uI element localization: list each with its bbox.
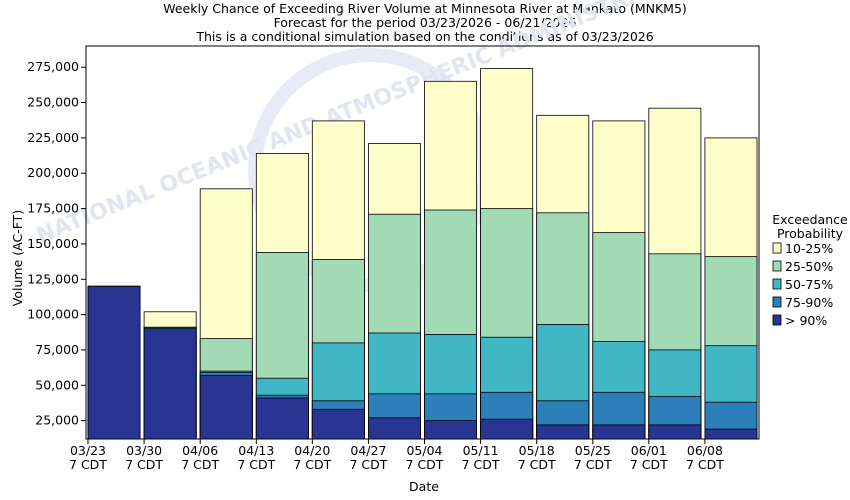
y-tick-label: 200,000 — [27, 165, 79, 180]
x-tick-label-time: 7 CDT — [630, 457, 668, 472]
x-tick-label-date: 05/18 — [519, 443, 555, 458]
bar-segment-90-8 — [480, 418, 534, 440]
legend-swatch — [772, 242, 782, 254]
plot-area — [85, 45, 760, 440]
y-axis-label: Volume (AC-FT) — [10, 210, 25, 306]
legend-title-line-2: Probability — [777, 226, 844, 241]
x-tick-label-date: 04/20 — [294, 443, 330, 458]
bar-segment-90-4 — [255, 397, 309, 440]
y-tick-label: 250,000 — [27, 95, 79, 110]
x-axis-label: Date — [409, 479, 439, 494]
y-tick-label: 175,000 — [27, 201, 79, 216]
bars-layer — [87, 68, 758, 440]
y-tick-label: 150,000 — [27, 236, 79, 251]
y-tick-label: 275,000 — [27, 59, 79, 74]
y-tick-label: 50,000 — [35, 377, 79, 392]
legend-label: 25-50% — [785, 259, 833, 274]
legend-swatch — [772, 314, 782, 326]
y-tick-label: 125,000 — [27, 271, 79, 286]
y-tick-label: 75,000 — [35, 342, 79, 357]
bar-segment-90-3 — [199, 374, 253, 440]
x-tick-label-date: 05/04 — [406, 443, 442, 458]
bar-segment-90-6 — [367, 417, 421, 440]
chart-title: Weekly Chance of Exceeding River Volume … — [163, 1, 687, 16]
x-tick-label-time: 7 CDT — [574, 457, 612, 472]
x-tick-label-time: 7 CDT — [462, 457, 500, 472]
bar-segment-90-10 — [592, 424, 646, 440]
x-tick-label-time: 7 CDT — [69, 457, 107, 472]
x-tick-label-time: 7 CDT — [686, 457, 724, 472]
bar-segment-90-2 — [143, 328, 197, 440]
x-tick-label-date: 04/06 — [182, 443, 218, 458]
bar-segment-90-5 — [311, 408, 365, 440]
x-tick-label-date: 04/13 — [238, 443, 274, 458]
legend-label: 10-25% — [785, 241, 833, 256]
x-tick-label-date: 06/01 — [631, 443, 667, 458]
legend-label: 50-75% — [785, 277, 833, 292]
x-tick-label-time: 7 CDT — [293, 457, 331, 472]
x-tick-label-time: 7 CDT — [349, 457, 387, 472]
chart-subtitle-2: This is a conditional simulation based o… — [195, 29, 653, 44]
x-tick-label-date: 05/11 — [463, 443, 499, 458]
legend-swatch — [772, 278, 782, 290]
bar-segment-90-9 — [536, 424, 590, 440]
x-tick-label-time: 7 CDT — [406, 457, 444, 472]
legend-swatch — [772, 260, 782, 272]
bar-segment-90-1 — [87, 285, 141, 440]
x-tick-label-time: 7 CDT — [181, 457, 219, 472]
x-tick-label-date: 06/08 — [687, 443, 723, 458]
legend-swatch — [772, 296, 782, 308]
legend-label: > 90% — [785, 313, 827, 328]
legend-title-line-1: Exceedance — [772, 212, 848, 227]
legend-label: 75-90% — [785, 295, 833, 310]
x-tick-label-time: 7 CDT — [518, 457, 556, 472]
x-tick-label-time: 7 CDT — [125, 457, 163, 472]
x-tick-label-date: 05/25 — [575, 443, 611, 458]
bar-segment-90-12 — [704, 428, 758, 440]
bar-segment-90-7 — [424, 420, 477, 440]
x-tick-label-date: 04/27 — [350, 443, 386, 458]
y-axis: 25,000 50,000 75,000 100,000 125,000 150,000 1… — [27, 59, 86, 428]
y-tick-label: 225,000 — [27, 130, 79, 145]
y-tick-label: 100,000 — [27, 307, 79, 322]
y-tick-label: 25,000 — [35, 413, 79, 428]
bar-segment-90-11 — [648, 424, 702, 440]
x-tick-label-time: 7 CDT — [237, 457, 275, 472]
x-tick-label-date: 03/30 — [126, 443, 162, 458]
x-tick-label-date: 03/23 — [70, 443, 106, 458]
chart-subtitle: Forecast for the period 03/23/2026 - 06/… — [274, 15, 577, 30]
